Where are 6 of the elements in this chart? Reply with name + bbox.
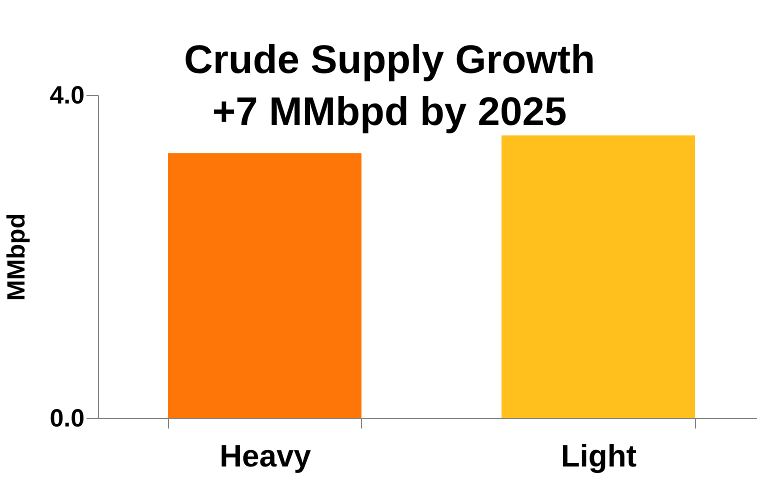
y-tick-label: 0.0 bbox=[50, 404, 84, 432]
y-tick-label: 4.0 bbox=[50, 82, 84, 110]
x-tick-label: Heavy bbox=[220, 438, 312, 474]
x-tick-label: Light bbox=[560, 438, 637, 474]
y-axis-title: MMbpd bbox=[2, 213, 31, 301]
chart-title: Crude Supply Growth +7 MMbpd by 2025 bbox=[184, 38, 596, 134]
